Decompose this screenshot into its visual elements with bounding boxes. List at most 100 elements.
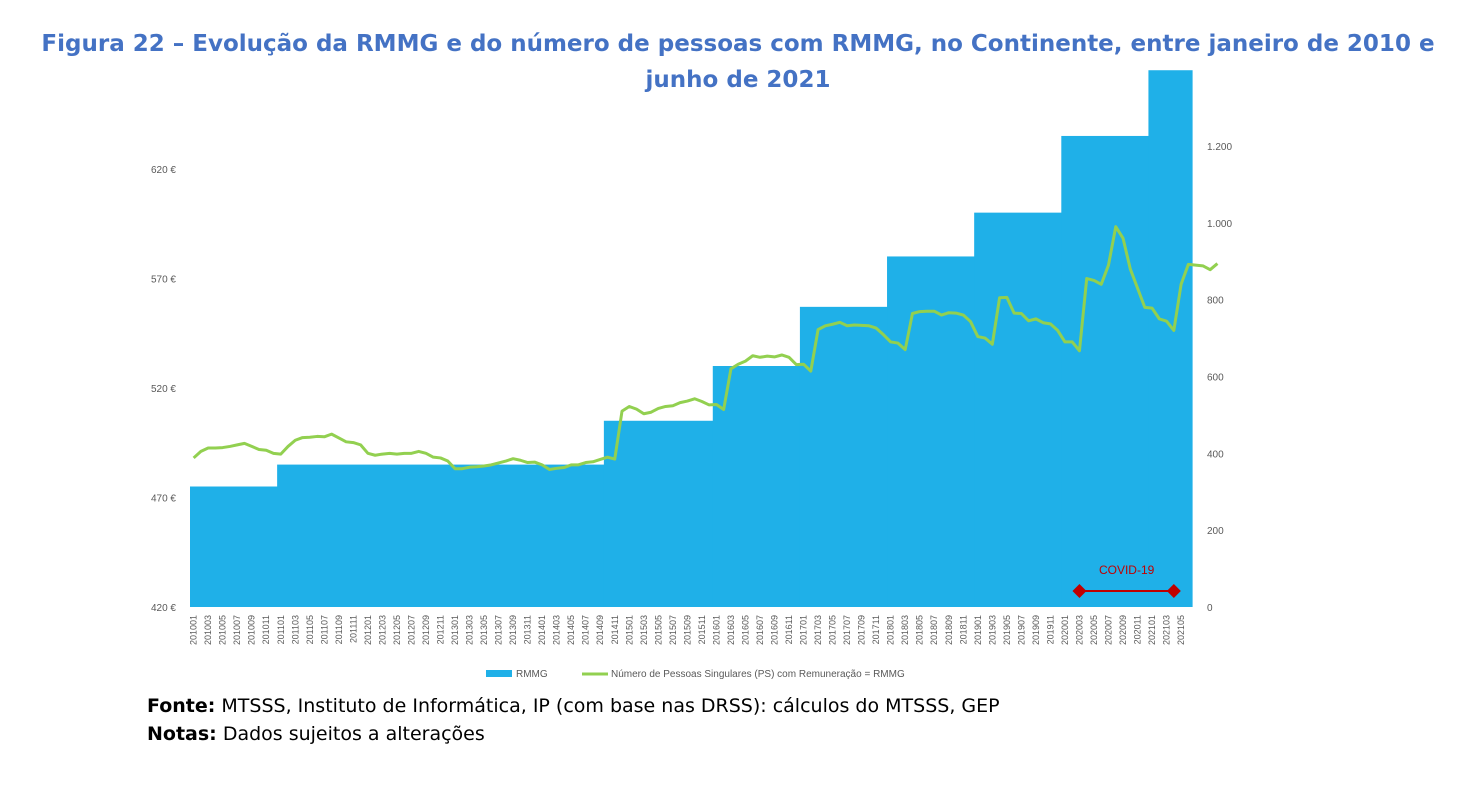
x-tick-label: 202009 xyxy=(1118,615,1128,645)
notes-text: Dados sujeitos a alterações xyxy=(222,723,485,745)
rmmg-step-201101 xyxy=(277,464,605,607)
rmmg-step-201801 xyxy=(887,256,975,607)
x-tick-label: 202105 xyxy=(1176,615,1186,645)
x-tick-label: 201909 xyxy=(1031,615,1041,645)
x-tick-label: 201707 xyxy=(842,615,852,645)
rmmg-step-202101 xyxy=(1148,70,1193,608)
x-axis: 201001 201003 201005 201007 201009 201011 2011… xyxy=(189,615,1186,645)
x-tick-label: 202003 xyxy=(1074,615,1084,645)
x-tick-label: 201109 xyxy=(334,615,344,644)
rmmg-step-201601 xyxy=(712,366,801,607)
x-tick-label: 201305 xyxy=(479,615,489,645)
x-tick-label: 201011 xyxy=(261,615,271,644)
x-tick-label: 201209 xyxy=(421,615,431,645)
x-tick-label: 201705 xyxy=(828,615,838,645)
rmmg-step-201901 xyxy=(974,212,1062,607)
x-tick-label: 201805 xyxy=(915,615,925,645)
x-tick-label: 201911 xyxy=(1045,615,1055,644)
left-tick-label: 470 € xyxy=(151,493,176,504)
notes-block: Fonte: MTSSS, Instituto de Informática, … xyxy=(147,692,1000,748)
source-text: MTSSS, Instituto de Informática, IP (com… xyxy=(221,695,1000,717)
x-tick-label: 201611 xyxy=(784,615,794,644)
x-tick-label: 202011 xyxy=(1133,615,1143,644)
x-tick-label: 201609 xyxy=(770,615,780,645)
x-tick-label: 201401 xyxy=(537,615,547,645)
x-tick-label: 201009 xyxy=(247,615,257,645)
x-tick-label: 201711 xyxy=(871,615,881,644)
left-tick-label: 520 € xyxy=(151,384,176,395)
x-tick-label: 201607 xyxy=(755,615,765,645)
x-tick-label: 201103 xyxy=(290,615,300,644)
x-tick-label: 201811 xyxy=(958,615,968,644)
x-tick-label: 201309 xyxy=(508,615,518,645)
covid-annotation: COVID-19 xyxy=(1072,563,1181,598)
x-tick-label: 201505 xyxy=(653,615,663,645)
left-axis: 420 € 470 € 520 € 570 € 620 € xyxy=(151,165,176,614)
left-tick-label: 570 € xyxy=(151,274,176,285)
right-tick-label: 200 xyxy=(1207,526,1224,537)
x-tick-label: 201501 xyxy=(624,615,634,645)
x-tick-label: 201211 xyxy=(436,615,446,644)
right-axis: 0 200 400 600 800 1.000 1.200 Milhares xyxy=(1207,142,1254,614)
x-tick-label: 201307 xyxy=(494,615,504,645)
x-tick-label: 201107 xyxy=(319,615,329,644)
notes-line: Notas: Dados sujeitos a alterações xyxy=(147,720,1000,748)
x-tick-label: 201111 xyxy=(348,615,358,643)
x-tick-label: 201303 xyxy=(465,615,475,645)
x-tick-label: 201407 xyxy=(581,615,591,645)
x-tick-label: 201411 xyxy=(610,615,620,644)
x-tick-label: 201605 xyxy=(740,615,750,645)
x-tick-label: 201203 xyxy=(377,615,387,645)
legend-people-label: Número de Pessoas Singulares (PS) com Re… xyxy=(611,669,905,680)
x-tick-label: 201601 xyxy=(711,615,721,645)
right-tick-label: 1.000 xyxy=(1207,219,1232,230)
x-tick-label: 201403 xyxy=(552,615,562,645)
x-tick-label: 201201 xyxy=(363,615,373,645)
x-tick-label: 201311 xyxy=(523,615,533,644)
rmmg-step-201001 xyxy=(190,486,278,607)
x-tick-label: 201005 xyxy=(218,615,228,645)
people-line xyxy=(192,225,1219,471)
x-tick-label: 202101 xyxy=(1147,615,1157,645)
figure-title: Figura 22 – Evolução da RMMG e do número… xyxy=(41,31,1435,93)
left-tick-label: 420 € xyxy=(151,603,176,614)
covid-end-marker xyxy=(1166,584,1181,598)
right-tick-label: 800 xyxy=(1207,296,1224,307)
x-tick-label: 201409 xyxy=(595,615,605,645)
x-tick-label: 201907 xyxy=(1016,615,1026,645)
x-tick-label: 201801 xyxy=(886,615,896,645)
rmmg-step-202001 xyxy=(1061,135,1150,607)
x-tick-label: 201503 xyxy=(639,615,649,645)
people-line-series xyxy=(192,225,1219,471)
legend-rmmg-label: RMMG xyxy=(516,669,548,680)
x-tick-label: 201807 xyxy=(929,615,939,645)
right-tick-label: 600 xyxy=(1207,373,1224,384)
x-tick-label: 201511 xyxy=(697,615,707,644)
x-tick-label: 201301 xyxy=(450,615,460,645)
right-axis-unit-label: Milhares xyxy=(1243,530,1254,568)
x-tick-label: 201905 xyxy=(1002,615,1012,645)
source-label: Fonte: xyxy=(147,695,216,717)
x-tick-label: 201001 xyxy=(189,615,199,645)
x-tick-label: 201003 xyxy=(203,615,213,645)
chart: 420 € 470 € 520 € 570 € 620 € 0 200 400 600 800 1… xyxy=(151,70,1254,680)
covid-start-marker xyxy=(1072,584,1087,598)
legend-rmmg-swatch xyxy=(486,670,512,677)
x-tick-label: 201509 xyxy=(682,615,692,645)
x-tick-label: 201405 xyxy=(566,615,576,645)
x-tick-label: 201105 xyxy=(305,615,315,644)
x-tick-label: 202103 xyxy=(1162,615,1172,645)
x-tick-label: 201803 xyxy=(900,615,910,645)
source-line: Fonte: MTSSS, Instituto de Informática, … xyxy=(147,692,1000,720)
x-tick-label: 201903 xyxy=(987,615,997,645)
right-tick-label: 0 xyxy=(1207,603,1213,614)
right-tick-label: 1.200 xyxy=(1207,142,1232,153)
x-tick-label: 202001 xyxy=(1060,615,1070,645)
x-tick-label: 201901 xyxy=(973,615,983,645)
x-tick-label: 201007 xyxy=(232,615,242,645)
x-tick-label: 201703 xyxy=(813,615,823,645)
right-tick-label: 400 xyxy=(1207,449,1224,460)
covid-label: COVID-19 xyxy=(1099,563,1155,577)
x-tick-label: 201709 xyxy=(857,615,867,645)
x-tick-label: 201101 xyxy=(276,615,286,644)
